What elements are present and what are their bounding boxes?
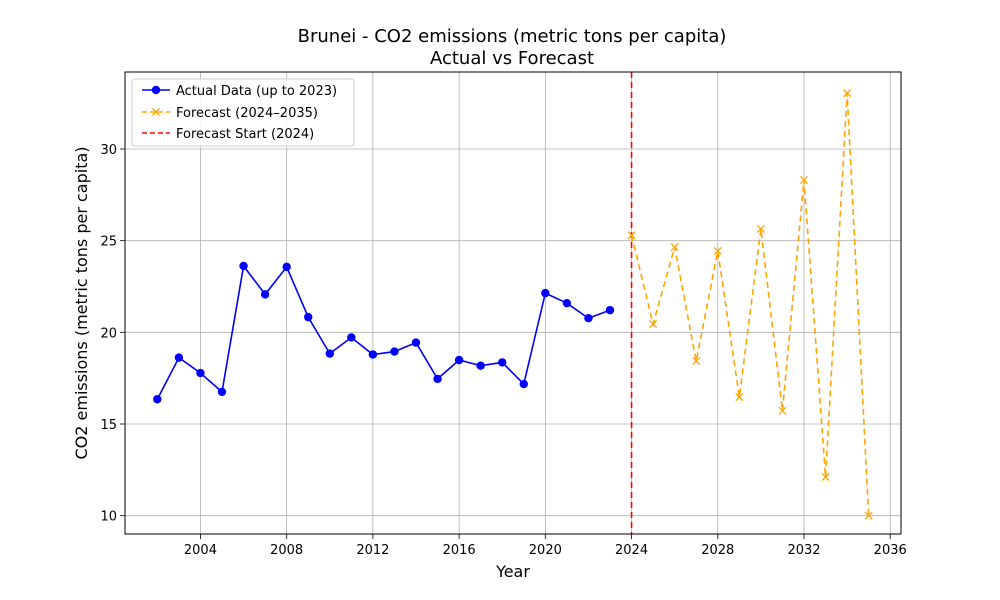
actual-data-point bbox=[605, 305, 615, 315]
x-tick-label: 2028 bbox=[701, 543, 734, 558]
actual-data-point bbox=[217, 387, 227, 397]
legend-forecast-label: Forecast (2024–2035) bbox=[176, 106, 318, 121]
y-tick-label: 25 bbox=[100, 235, 117, 250]
y-tick-label: 20 bbox=[100, 326, 117, 341]
legend: Actual Data (up to 2023) Forecast (2024–… bbox=[131, 78, 355, 147]
actual-data-point bbox=[562, 298, 572, 308]
forecast-data-point bbox=[778, 406, 787, 415]
forecast-data-point bbox=[735, 392, 744, 402]
x-tick-label: 2020 bbox=[529, 543, 562, 558]
actual-data-point bbox=[260, 290, 270, 299]
actual-data-point bbox=[174, 353, 184, 362]
y-axis-label: CO2 emissions (metric tons per capita) bbox=[72, 146, 91, 459]
actual-data-point bbox=[519, 379, 528, 389]
chart-subtitle: Actual vs Forecast bbox=[430, 48, 594, 69]
series-layer bbox=[153, 89, 873, 520]
x-tick-label: 2032 bbox=[787, 543, 820, 558]
actual-data-point bbox=[498, 358, 507, 367]
forecast-data-point bbox=[843, 89, 852, 98]
y-tick-label: 30 bbox=[100, 143, 117, 158]
actual-data-point bbox=[368, 350, 378, 359]
actual-data-point bbox=[282, 262, 291, 272]
forecast-data-point bbox=[713, 246, 722, 255]
x-axis-label: Year bbox=[495, 562, 530, 581]
legend-actual-label: Actual Data (up to 2023) bbox=[176, 84, 337, 99]
chart-title: Brunei - CO2 emissions (metric tons per … bbox=[298, 26, 727, 47]
actual-data-point bbox=[454, 355, 464, 365]
actual-data-point bbox=[584, 314, 593, 323]
x-tick-label: 2016 bbox=[443, 543, 476, 558]
actual-data-point bbox=[196, 368, 205, 378]
forecast-data-point bbox=[799, 175, 809, 185]
x-tick-label: 2036 bbox=[874, 543, 907, 558]
x-tick-label: 2024 bbox=[615, 543, 648, 558]
series-line-forecast bbox=[630, 93, 870, 516]
actual-data-point bbox=[153, 395, 162, 404]
forecast-data-point bbox=[670, 243, 679, 252]
actual-data-point bbox=[390, 347, 399, 356]
actual-data-point bbox=[347, 333, 356, 342]
actual-data-point bbox=[433, 374, 442, 384]
actual-data-point bbox=[541, 288, 550, 298]
x-tick-label: 2008 bbox=[270, 543, 303, 558]
forecast-data-point bbox=[821, 472, 830, 482]
actual-data-point bbox=[239, 261, 248, 271]
grid bbox=[125, 72, 901, 534]
axis-ticks: 2004 2008 2012 2016 2020 2024 2028 2032 2036 10 15… bbox=[100, 143, 906, 558]
forecast-data-point bbox=[692, 356, 701, 365]
forecast-data-point bbox=[756, 224, 765, 233]
forecast-data-point bbox=[864, 511, 873, 520]
series-line-actual bbox=[156, 264, 611, 400]
actual-data-point bbox=[325, 349, 334, 358]
legend-forecast-marker bbox=[152, 108, 160, 116]
actual-data-point bbox=[411, 338, 421, 347]
legend-actual-marker bbox=[151, 85, 161, 95]
forecast-data-point bbox=[649, 320, 658, 329]
legend-forecast-start-label: Forecast Start (2024) bbox=[176, 127, 314, 142]
plot-frame bbox=[124, 71, 902, 535]
actual-data-point bbox=[476, 361, 485, 370]
actual-data-point bbox=[304, 312, 313, 322]
x-tick-label: 2004 bbox=[184, 543, 217, 558]
legend-box bbox=[131, 78, 355, 147]
x-tick-label: 2012 bbox=[356, 543, 389, 558]
y-tick-label: 10 bbox=[100, 510, 117, 525]
forecast-data-point bbox=[627, 231, 636, 240]
y-tick-label: 15 bbox=[100, 418, 117, 433]
